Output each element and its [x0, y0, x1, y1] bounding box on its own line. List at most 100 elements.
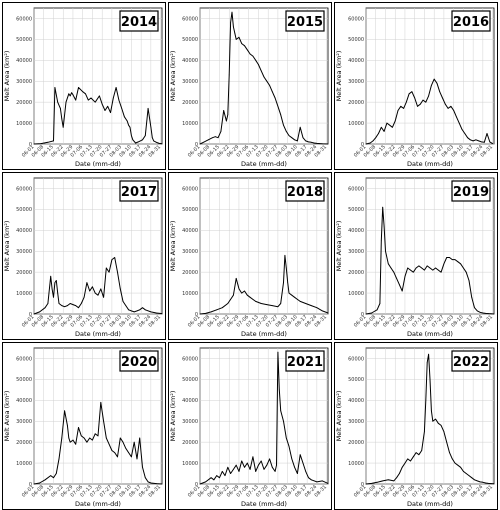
data-point [468, 475, 470, 477]
y-tick-label: 30000 [182, 249, 198, 255]
data-point [430, 410, 432, 412]
data-point [467, 137, 468, 139]
y-axis-label: Melt Area (km²) [335, 221, 343, 272]
data-point [230, 473, 232, 474]
data-point [414, 97, 416, 99]
data-point [158, 142, 160, 144]
data-point [230, 298, 232, 300]
data-point [136, 310, 138, 312]
y-tick-label: 30000 [16, 79, 32, 85]
data-point [266, 304, 268, 305]
data-point [115, 87, 117, 88]
data-point [119, 437, 121, 439]
data-point [294, 139, 296, 141]
data-point [305, 140, 307, 142]
data-point [220, 131, 222, 132]
data-point [260, 70, 262, 72]
data-point [263, 76, 265, 78]
data-point [274, 97, 276, 99]
data-point [385, 250, 386, 252]
data-point [308, 477, 309, 479]
y-tick-label: 40000 [16, 58, 32, 64]
data-point [316, 142, 318, 144]
series-line-2021 [199, 351, 329, 485]
data-point [437, 269, 439, 271]
data-point [387, 263, 389, 265]
chart-svg: 010000200003000040000500006000006-0106-0… [334, 342, 498, 510]
y-tick-label: 0 [361, 142, 364, 148]
data-point [379, 303, 381, 304]
data-point [114, 452, 116, 454]
data-point [476, 310, 478, 312]
data-point [111, 259, 113, 260]
data-point [213, 479, 215, 481]
data-point [305, 471, 307, 472]
data-point [232, 294, 234, 296]
data-point [327, 482, 329, 484]
data-point [244, 290, 245, 292]
data-point [126, 120, 128, 122]
data-point [235, 464, 237, 466]
data-point [258, 64, 259, 65]
data-point [230, 22, 232, 24]
series-line-2016 [365, 78, 493, 145]
data-point [372, 140, 374, 142]
year-label: 2022 [453, 355, 489, 370]
data-point [415, 267, 417, 269]
data-point [255, 301, 257, 302]
data-point [418, 265, 420, 267]
data-point [390, 267, 392, 269]
data-point [227, 303, 229, 304]
data-point [396, 477, 398, 479]
data-point [462, 267, 464, 269]
data-point [69, 95, 71, 97]
data-point [216, 475, 218, 477]
year-label-box [285, 350, 325, 372]
y-axis-label: Melt Area (km²) [335, 51, 343, 102]
data-point [108, 271, 110, 273]
y-tick-label: 20000 [348, 100, 364, 106]
data-point [493, 313, 495, 315]
x-axis-label: Date (mm-dd) [407, 160, 453, 168]
data-point [386, 122, 388, 124]
y-tick-label: 20000 [182, 270, 198, 276]
year-label-box [285, 10, 325, 32]
data-point [199, 483, 201, 485]
data-point [493, 483, 495, 485]
data-point [156, 141, 157, 143]
data-point [224, 475, 226, 477]
data-point [440, 271, 442, 273]
data-point [271, 466, 273, 468]
data-point [412, 271, 414, 273]
chart-svg: 010000200003000040000500006000006-0106-0… [168, 342, 332, 510]
chart-panel-2019: 0 10000 20000 30000 40000 50000 60000 06-01 06-0… [334, 172, 498, 340]
data-point [382, 206, 384, 208]
year-label: 2019 [453, 185, 489, 200]
y-tick-label: 20000 [16, 440, 32, 446]
chart-panel-2015: 0 10000 20000 30000 40000 50000 60000 06-01 06-0… [168, 2, 332, 170]
data-point [460, 466, 462, 468]
year-label-box [285, 180, 325, 202]
data-point [410, 269, 411, 271]
data-point [313, 142, 315, 144]
data-point [299, 301, 301, 302]
data-point [252, 55, 254, 57]
chart-svg: 010000200003000040000500006000006-0106-0… [2, 342, 166, 510]
data-point [112, 97, 114, 99]
data-point [249, 296, 251, 298]
data-point [454, 259, 456, 260]
y-tick-label: 20000 [16, 270, 32, 276]
data-point [122, 441, 124, 443]
data-point [246, 462, 248, 464]
data-point [294, 466, 296, 468]
y-tick-label: 20000 [348, 440, 364, 446]
data-point [404, 462, 406, 464]
data-point [61, 305, 63, 307]
data-point [142, 307, 143, 309]
data-point [464, 133, 466, 134]
y-tick-label: 30000 [182, 79, 198, 85]
data-point [235, 38, 237, 40]
data-point [407, 458, 409, 460]
data-point [403, 108, 404, 109]
data-point [203, 141, 205, 143]
